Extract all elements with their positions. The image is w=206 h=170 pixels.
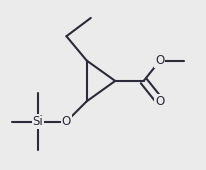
Text: Si: Si	[33, 115, 43, 128]
Text: O: O	[155, 54, 165, 67]
Text: O: O	[155, 95, 165, 108]
Text: O: O	[62, 115, 71, 128]
